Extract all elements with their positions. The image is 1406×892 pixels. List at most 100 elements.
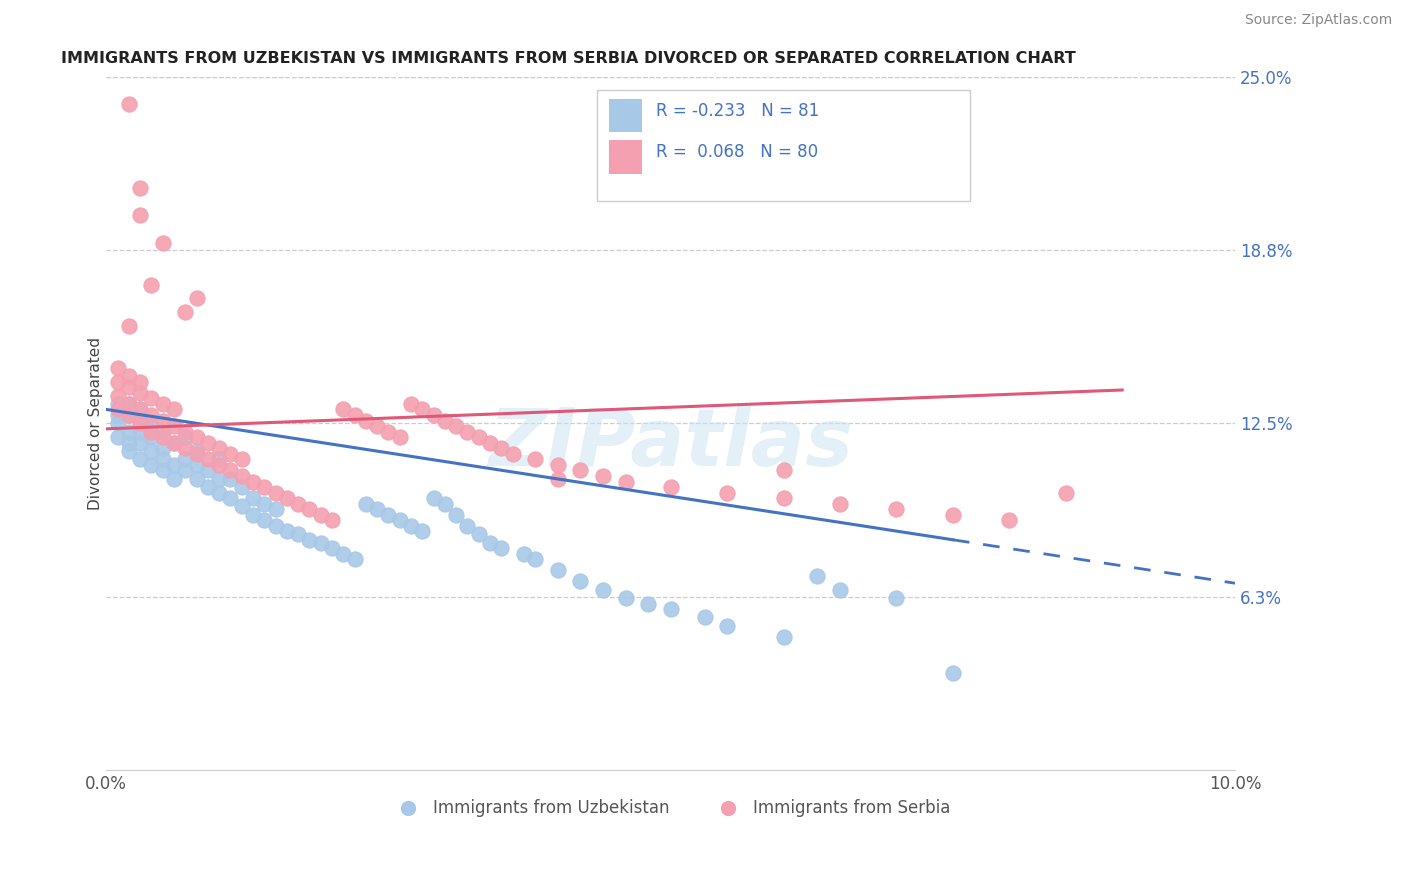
Point xyxy=(219,472,242,486)
Point xyxy=(614,591,637,605)
Point xyxy=(592,582,614,597)
Point xyxy=(399,519,422,533)
Point xyxy=(163,402,186,417)
Point xyxy=(118,369,141,384)
Point xyxy=(107,402,129,417)
Point xyxy=(276,524,298,539)
Point xyxy=(208,485,231,500)
Point xyxy=(998,513,1021,527)
Point xyxy=(231,469,253,483)
Point xyxy=(772,491,794,505)
Point xyxy=(569,463,592,477)
Point xyxy=(174,305,197,319)
Point xyxy=(174,425,197,439)
Point xyxy=(276,491,298,505)
Point xyxy=(174,442,197,456)
Point xyxy=(716,619,738,633)
Point xyxy=(141,425,163,439)
Point xyxy=(129,385,152,400)
Point xyxy=(174,452,197,467)
Point xyxy=(231,480,253,494)
Point xyxy=(377,425,399,439)
Point xyxy=(456,519,478,533)
Point xyxy=(197,435,219,450)
Point xyxy=(547,472,569,486)
Point xyxy=(422,491,444,505)
Point xyxy=(524,552,547,566)
Point xyxy=(468,430,491,444)
Point xyxy=(479,435,502,450)
Point xyxy=(208,458,231,472)
Point xyxy=(886,591,908,605)
Point xyxy=(197,480,219,494)
Text: Source: ZipAtlas.com: Source: ZipAtlas.com xyxy=(1244,13,1392,28)
Point xyxy=(354,497,377,511)
Point xyxy=(186,292,208,306)
Point xyxy=(141,444,163,458)
Point xyxy=(118,435,141,450)
FancyBboxPatch shape xyxy=(598,90,970,202)
Point xyxy=(298,502,321,516)
Point xyxy=(806,569,828,583)
Point xyxy=(118,444,141,458)
Point xyxy=(118,408,141,422)
Point xyxy=(772,463,794,477)
Point xyxy=(411,402,433,417)
Point xyxy=(569,574,592,589)
Point xyxy=(886,502,908,516)
Point xyxy=(309,535,332,549)
Point xyxy=(186,444,208,458)
Point xyxy=(118,408,141,422)
Point xyxy=(479,535,502,549)
Point xyxy=(152,452,174,467)
Point xyxy=(163,419,186,434)
Point xyxy=(659,480,682,494)
Point xyxy=(264,502,287,516)
Point xyxy=(547,563,569,577)
Point xyxy=(231,452,253,467)
Point xyxy=(287,527,309,541)
Point xyxy=(388,430,411,444)
Point xyxy=(693,610,716,624)
Point xyxy=(343,552,366,566)
Point xyxy=(129,435,152,450)
Point xyxy=(152,442,174,456)
Point xyxy=(253,497,276,511)
Point xyxy=(242,475,264,489)
Point xyxy=(118,425,141,439)
Point xyxy=(208,442,231,456)
Point xyxy=(186,430,208,444)
Point xyxy=(828,497,851,511)
Point xyxy=(118,97,141,112)
Point xyxy=(186,458,208,472)
Point xyxy=(321,541,343,555)
Point xyxy=(309,508,332,522)
Point xyxy=(152,463,174,477)
Point xyxy=(118,380,141,394)
Point xyxy=(468,527,491,541)
Point xyxy=(118,397,141,411)
Point xyxy=(107,360,129,375)
Point xyxy=(186,447,208,461)
Point xyxy=(332,547,354,561)
Point xyxy=(129,452,152,467)
Bar xyxy=(609,99,643,132)
Point xyxy=(637,597,659,611)
Text: ZIPatlas: ZIPatlas xyxy=(488,405,853,483)
Point xyxy=(614,475,637,489)
Point xyxy=(231,500,253,514)
Point xyxy=(716,485,738,500)
Point xyxy=(772,630,794,644)
Point xyxy=(107,397,129,411)
Point xyxy=(141,392,163,406)
Point xyxy=(592,469,614,483)
Point xyxy=(411,524,433,539)
Point xyxy=(141,277,163,292)
Point xyxy=(152,430,174,444)
Text: IMMIGRANTS FROM UZBEKISTAN VS IMMIGRANTS FROM SERBIA DIVORCED OR SEPARATED CORRE: IMMIGRANTS FROM UZBEKISTAN VS IMMIGRANTS… xyxy=(60,51,1076,66)
Point xyxy=(298,533,321,547)
Point xyxy=(141,408,163,422)
Point xyxy=(253,480,276,494)
Point xyxy=(219,491,242,505)
Point xyxy=(942,665,965,680)
